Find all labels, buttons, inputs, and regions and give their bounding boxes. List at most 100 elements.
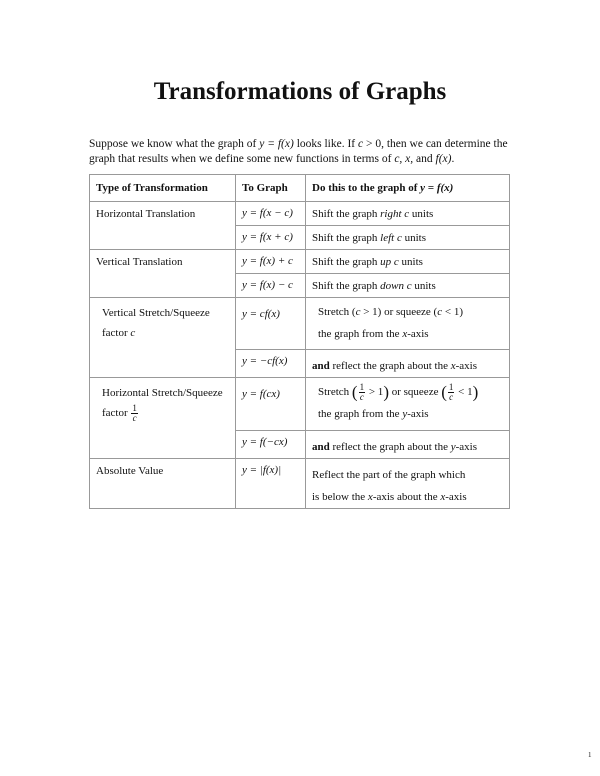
fraction-numerator: 1 (447, 381, 455, 393)
math-text: c, x, (394, 153, 414, 165)
text-run: > 1 (366, 386, 384, 398)
cell-line: and reflect the graph about the y-axis (312, 436, 503, 458)
table-row: Vertical Stretch/Squeeze factor c y = cf(x… (89, 297, 510, 378)
text-run: or squeeze (388, 386, 442, 398)
parenthesis: ( (351, 382, 358, 402)
formula: y = f(−cx) (235, 430, 306, 459)
cell-line: Reflect the part of the graph which (312, 464, 503, 486)
text-run: < 1 (455, 386, 473, 398)
text-run: -axis about the (372, 491, 441, 503)
text-run: Vertical Stretch/Squeeze (102, 307, 210, 319)
text-run: Vertical Translation (96, 256, 183, 268)
parenthesis: ) (383, 382, 389, 402)
bold-text: and (312, 441, 330, 453)
transformation-type: Vertical Stretch/Squeeze factor c (89, 297, 236, 378)
column-header: Type of Transformation (89, 174, 236, 202)
transformation-type: Absolute Value (89, 458, 236, 509)
column-header: To Graph (235, 174, 306, 202)
formula: y = f(x − c) (235, 201, 306, 226)
description: Stretch (1 c > 1) or squeeze (1 c < 1) the … (305, 377, 510, 431)
text-run: -axis (445, 491, 467, 503)
math-text: y = f(x) (420, 182, 454, 194)
cell-line: the graph from the y-axis (318, 403, 503, 425)
column-header: Do this to the graph of y = f(x) (305, 174, 510, 202)
formula: y = |f(x)| (235, 458, 306, 509)
math-text: up c (380, 256, 399, 268)
description: Stretch (c > 1) or squeeze (c < 1) the gr… (305, 297, 510, 350)
text-run: units (401, 232, 426, 244)
text-run: Horizontal Stretch/Squeeze (102, 387, 223, 399)
math-text: y = f(x) (259, 138, 294, 150)
text-run: looks like. If (293, 138, 359, 150)
formula: y = −cf(x) (235, 349, 306, 378)
text-run: To Graph (242, 182, 288, 194)
description: Reflect the part of the graph which is be… (305, 458, 510, 509)
fraction-denominator: c (132, 412, 137, 423)
text-run: < 1) (442, 306, 463, 318)
math-text: down c (380, 280, 412, 292)
header-row: Type of Transformation To Graph Do this to… (89, 174, 510, 202)
text-run: Horizontal Translation (96, 208, 196, 220)
fraction-denominator: c (449, 391, 454, 402)
parenthesis: ) (472, 382, 479, 402)
cell-line: Stretch (1 c > 1) or squeeze (1 c < 1) (318, 381, 503, 403)
text-run: Absolute Value (96, 465, 164, 477)
math-text: x (440, 491, 446, 503)
text-run: units (411, 280, 436, 292)
text-run: Shift the graph (312, 208, 381, 220)
fraction-numerator: 1 (358, 381, 366, 393)
cell-line: Horizontal Stretch/Squeeze (102, 383, 229, 403)
cell-line: Horizontal Translation (96, 207, 229, 221)
math-text: c (437, 306, 443, 318)
text-run: and (413, 153, 436, 165)
cell-line: the graph from the x-axis (318, 323, 503, 345)
intro-paragraph: Suppose we know what the graph of y = f(… (89, 137, 519, 167)
math-text: y (402, 408, 408, 421)
math-text: f(x) (435, 153, 452, 165)
math-text: c (355, 306, 361, 318)
formula: y = cf(x) (235, 297, 306, 350)
text-run: -axis (455, 360, 477, 372)
text-run: Shift the graph (312, 280, 381, 292)
text-run: factor (102, 407, 131, 419)
math-text: right c (380, 208, 410, 220)
parenthesis: ( (441, 382, 447, 402)
text-run: the graph from the (318, 408, 403, 421)
table-row: Horizontal Translation y = f(x − c) Shift … (89, 201, 510, 250)
description: and reflect the graph about the x-axis (305, 349, 510, 378)
transformation-type: Horizontal Translation (89, 201, 236, 250)
cell-line: Vertical Stretch/Squeeze (102, 303, 229, 323)
description: Shift the graph down c units (305, 273, 510, 298)
fraction-numerator: 1 (131, 402, 138, 414)
cell-line: and reflect the graph about the x-axis (312, 355, 503, 377)
text-run: is below the (312, 491, 368, 503)
cell-line: Shift the graph left c units (312, 231, 503, 245)
text-run: units (398, 256, 423, 268)
table-row: y = −cf(x) and reflect the graph about th… (90, 349, 510, 378)
formula: y = f(x) − c (235, 273, 306, 298)
description: Shift the graph up c units (305, 249, 510, 274)
transformations-table: Type of Transformation To Graph Do this to… (89, 174, 510, 509)
text-run: Suppose we know what the graph of (89, 138, 260, 150)
cell-line: factor c (102, 323, 229, 343)
table-row: y = f(x + c) Shift the graph left c units (90, 225, 510, 250)
description: Shift the graph left c units (305, 225, 510, 250)
description: Shift the graph right c units (305, 201, 510, 226)
math-text: x (450, 360, 456, 372)
text-run: Type of Transformation (96, 182, 208, 194)
text-run: reflect the graph about the (329, 360, 451, 372)
table-row: Vertical Translation y = f(x) + c Shift th… (89, 249, 510, 298)
math-text: x (402, 328, 408, 340)
text-run: -axis (407, 328, 429, 340)
text-run: Reflect the part of the graph which (312, 469, 466, 481)
text-run: Shift the graph (312, 232, 381, 244)
table-row: Absolute Value y = |f(x)| Reflect the part… (89, 458, 510, 509)
text-run: the graph from the (318, 328, 403, 340)
text-run: Stretch (318, 386, 352, 398)
cell-line: Absolute Value (96, 464, 229, 478)
text-run: Do this to the graph of (312, 182, 421, 194)
cell-line: is below the x-axis about the x-axis (312, 486, 503, 508)
